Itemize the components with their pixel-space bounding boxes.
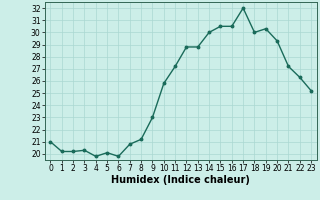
X-axis label: Humidex (Indice chaleur): Humidex (Indice chaleur) [111, 175, 250, 185]
